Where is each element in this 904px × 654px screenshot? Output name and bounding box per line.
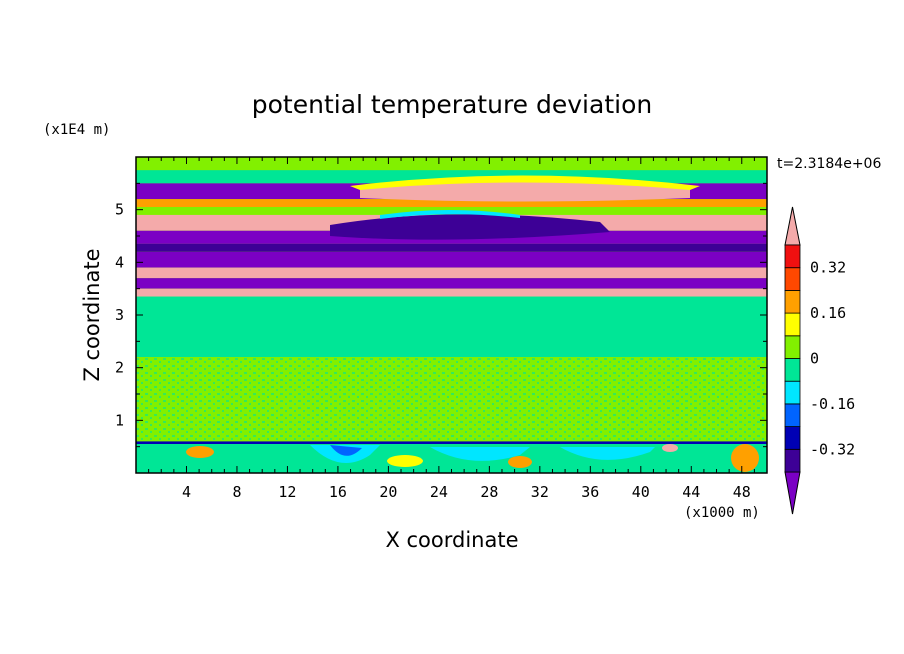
y-axis-label: Z coordinate	[80, 248, 104, 381]
y-axis-unit: (x1E4 m)	[43, 122, 110, 138]
x-axis-unit: (x1000 m)	[684, 505, 760, 521]
orange-blob	[731, 444, 759, 472]
speckle-texture	[136, 300, 767, 440]
orange-blob	[186, 446, 214, 458]
cyan-region	[380, 210, 520, 219]
colorbar-segment	[784, 380, 801, 405]
colorbar-over-triangle	[784, 206, 801, 246]
x-axis-label: X coordinate	[385, 528, 518, 552]
colorbar-label: 0.32	[810, 259, 846, 277]
cyan-blob	[560, 447, 655, 460]
blue-blob	[330, 445, 362, 456]
y-tick-label: 2	[115, 359, 124, 377]
colorbar-segment	[784, 403, 801, 427]
colorbar-segment	[784, 358, 801, 382]
colorbar-segment	[784, 312, 801, 337]
colorbar-segment	[784, 335, 801, 359]
blue-region	[330, 214, 610, 240]
field-band	[136, 278, 767, 289]
colorbar-segment	[784, 289, 801, 314]
colorbar-label: 0.16	[810, 304, 846, 322]
y-tick-label: 1	[115, 411, 124, 429]
x-tick-label: 8	[232, 483, 241, 501]
y-tick-label: 5	[115, 201, 124, 219]
y-tick-label: 3	[115, 306, 124, 324]
x-tick-label: 44	[682, 483, 700, 501]
chart-title: potential temperature deviation	[252, 90, 652, 119]
field-band	[136, 441, 767, 445]
x-tick-label: 28	[480, 483, 498, 501]
field-band	[136, 199, 767, 208]
y-tick-label: 4	[115, 253, 124, 271]
x-tick-label: 12	[278, 483, 296, 501]
x-tick-label: 16	[329, 483, 347, 501]
colorbar-under-triangle	[784, 471, 801, 515]
colorbar: 0.32 0.16 0 -0.16 -0.32	[784, 206, 855, 515]
x-tick-label: 40	[632, 483, 650, 501]
field-band	[136, 288, 767, 297]
x-tick-label: 48	[733, 483, 751, 501]
field-band	[136, 243, 767, 252]
colorbar-segment	[784, 448, 801, 473]
colorbar-label: -0.32	[810, 440, 855, 458]
x-tick-label: 32	[531, 483, 549, 501]
time-label: t=2.3184e+06	[777, 156, 881, 172]
x-tick-label: 36	[581, 483, 599, 501]
x-tick-label: 4	[182, 483, 191, 501]
colorbar-segment	[784, 267, 801, 291]
x-tick-label: 20	[379, 483, 397, 501]
cyan-blob	[430, 447, 530, 461]
x-tick-label: 24	[430, 483, 448, 501]
field-band	[136, 157, 767, 171]
colorbar-segment	[784, 426, 801, 450]
pink-blob	[662, 444, 678, 452]
yellow-blob	[387, 455, 423, 467]
field-band	[136, 267, 767, 279]
orange-blob	[508, 456, 532, 468]
field-band	[136, 251, 767, 268]
colorbar-segment	[784, 244, 801, 269]
yellow-edge	[350, 175, 700, 190]
colorbar-label: 0	[810, 350, 819, 368]
colorbar-label: -0.16	[810, 395, 855, 413]
